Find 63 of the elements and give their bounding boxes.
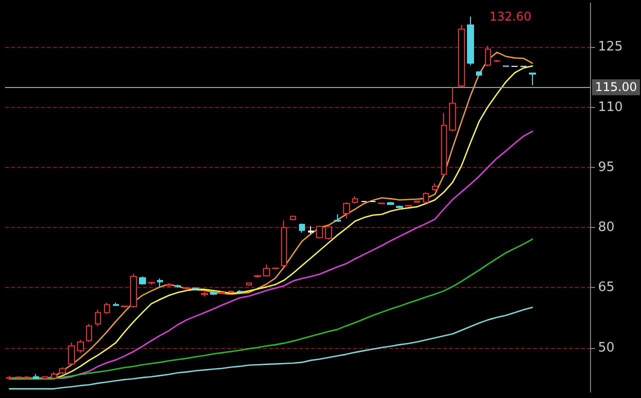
candlestick: [334, 214, 341, 222]
candlestick: [263, 264, 270, 278]
candlestick: [192, 286, 199, 290]
candlestick: [6, 375, 13, 380]
candlestick: [95, 309, 101, 326]
candlestick: [325, 226, 332, 240]
candlestick: [68, 342, 75, 366]
candlestick: [432, 182, 438, 192]
candlestick: [396, 205, 403, 209]
candlestick: [157, 278, 163, 288]
candlestick: [166, 283, 172, 288]
candlestick: [175, 284, 181, 288]
candlestick: [201, 291, 208, 298]
candlestick: [121, 305, 128, 308]
line-series: [8, 238, 534, 380]
candlestick: [104, 302, 110, 314]
candlestick: [59, 366, 66, 374]
candlestick: [352, 196, 358, 204]
candlestick: [529, 72, 536, 86]
candlestick: [423, 192, 429, 204]
candlestick: [449, 86, 456, 132]
candlestick: [290, 215, 296, 221]
annotation: 132.60: [489, 10, 532, 24]
candlestick: [148, 281, 155, 286]
line-series: [8, 306, 534, 390]
candlestick: [246, 282, 252, 286]
candlestick: [467, 16, 474, 66]
candlestick: [441, 112, 447, 176]
candlestick: [228, 290, 234, 294]
candlestick: [210, 290, 217, 296]
candlestick: [485, 45, 491, 67]
candlestick: [77, 339, 84, 354]
candlestick: [33, 373, 39, 380]
candlestick: [414, 200, 420, 204]
candlestick: [51, 371, 57, 380]
candlestick: [139, 276, 146, 286]
y-tick-label: 125: [598, 40, 623, 55]
y-tick-label: 80: [598, 220, 615, 236]
candlestick: [86, 323, 92, 342]
candlestick: [113, 302, 119, 306]
candlestick: [219, 290, 225, 295]
candlestick: [299, 223, 305, 234]
y-tick-label: 110: [598, 100, 623, 115]
candlestick: [343, 202, 350, 219]
candlestick: [494, 59, 500, 62]
candlestick: [24, 375, 30, 379]
y-tick-label: 65: [598, 280, 615, 296]
candlestick: [476, 70, 482, 76]
ref-line-label: 115.00: [595, 80, 637, 94]
y-tick-label: 95: [598, 160, 615, 175]
candlestick: [130, 273, 137, 308]
candlestick: [316, 225, 323, 239]
candlestick: [183, 286, 190, 290]
candlestick: [378, 202, 385, 205]
candlestick: [254, 274, 261, 278]
candlestick: [272, 267, 279, 270]
y-tick-label: 50: [598, 340, 615, 356]
candlestick: [308, 226, 314, 234]
candlestick: [387, 201, 394, 206]
candlestick: [42, 375, 48, 380]
candlestick: [458, 24, 465, 88]
candlestick: [281, 220, 287, 268]
candlestick: [15, 375, 22, 380]
